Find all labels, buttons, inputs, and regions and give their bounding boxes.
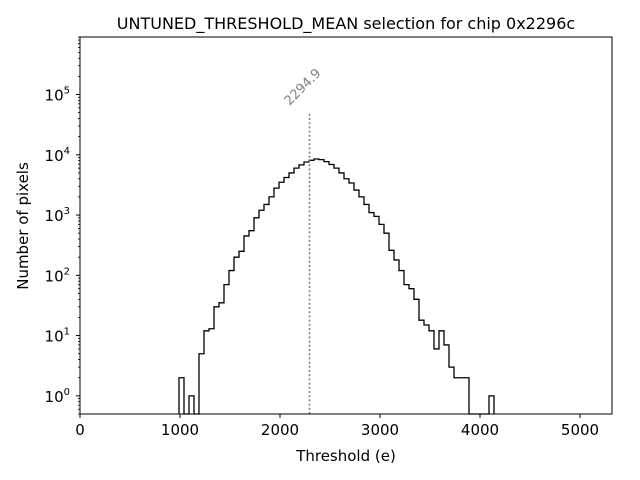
mean-marker-label: 2294.9 <box>282 66 325 109</box>
y-tick-label: 102 <box>45 266 70 285</box>
plot-frame <box>79 36 613 415</box>
y-tick-label: 101 <box>45 327 70 346</box>
y-tick-label: 105 <box>45 86 70 105</box>
x-tick-label: 0 <box>75 421 85 439</box>
x-tick-label: 1000 <box>161 421 199 439</box>
x-tick-label: 3000 <box>361 421 399 439</box>
x-tick-label: 4000 <box>461 421 499 439</box>
x-tick-label: 5000 <box>561 421 599 439</box>
y-tick-label: 103 <box>45 206 70 225</box>
chart-title: UNTUNED_THRESHOLD_MEAN selection for chi… <box>117 14 575 34</box>
histogram-outline <box>178 158 495 415</box>
y-axis-label: Number of pixels <box>14 162 32 290</box>
y-tick-label: 104 <box>45 146 70 165</box>
x-axis: 0 1000 2000 3000 4000 5000 <box>75 414 599 439</box>
plot-area: 2294.9 <box>178 66 495 415</box>
y-tick-label: 100 <box>45 387 70 406</box>
x-tick-label: 2000 <box>261 421 299 439</box>
x-axis-label: Threshold (e) <box>295 447 396 465</box>
y-axis: 100 101 102 103 104 105 <box>45 36 80 415</box>
